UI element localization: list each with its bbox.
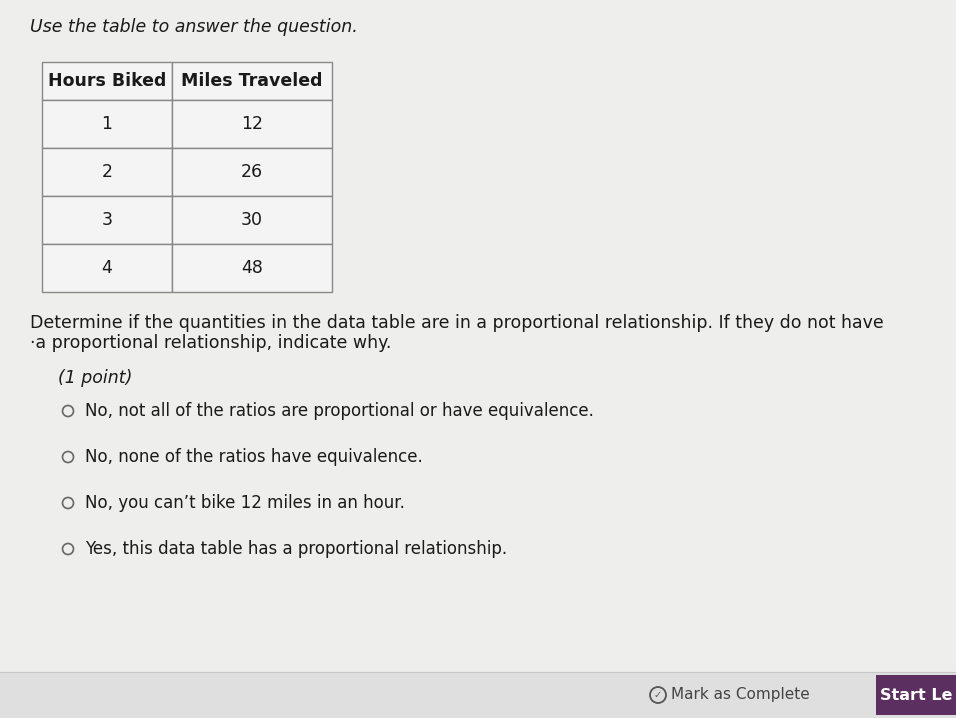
Text: Mark as Complete: Mark as Complete	[671, 688, 810, 702]
Bar	[0, 672, 956, 718]
Text: Hours Biked: Hours Biked	[48, 72, 166, 90]
Bar	[42, 148, 172, 196]
Text: 1: 1	[101, 115, 113, 133]
Bar	[172, 100, 332, 148]
Bar	[172, 196, 332, 244]
Text: Determine if the quantities in the data table are in a proportional relationship: Determine if the quantities in the data …	[30, 314, 883, 332]
Bar	[172, 148, 332, 196]
Text: 48: 48	[241, 259, 263, 277]
Bar	[42, 100, 172, 148]
Bar	[42, 244, 172, 292]
Bar	[42, 62, 172, 100]
Text: 12: 12	[241, 115, 263, 133]
Text: No, not all of the ratios are proportional or have equivalence.: No, not all of the ratios are proportion…	[85, 402, 594, 420]
Text: No, none of the ratios have equivalence.: No, none of the ratios have equivalence.	[85, 448, 423, 466]
Text: 3: 3	[101, 211, 113, 229]
Text: 2: 2	[101, 163, 113, 181]
Text: 4: 4	[101, 259, 113, 277]
Text: ·a proportional relationship, indicate why.: ·a proportional relationship, indicate w…	[30, 334, 391, 352]
Text: Use the table to answer the question.: Use the table to answer the question.	[30, 18, 358, 36]
Text: 30: 30	[241, 211, 263, 229]
Bar	[42, 196, 172, 244]
Text: No, you can’t bike 12 miles in an hour.: No, you can’t bike 12 miles in an hour.	[85, 494, 405, 512]
Text: 26: 26	[241, 163, 263, 181]
Bar	[172, 62, 332, 100]
Bar	[876, 675, 956, 715]
Bar	[172, 244, 332, 292]
Text: Miles Traveled: Miles Traveled	[182, 72, 323, 90]
Text: (1 point): (1 point)	[58, 369, 132, 387]
Text: Yes, this data table has a proportional relationship.: Yes, this data table has a proportional …	[85, 540, 507, 558]
Text: Start Le: Start Le	[880, 688, 952, 702]
Text: ✓: ✓	[654, 690, 663, 700]
